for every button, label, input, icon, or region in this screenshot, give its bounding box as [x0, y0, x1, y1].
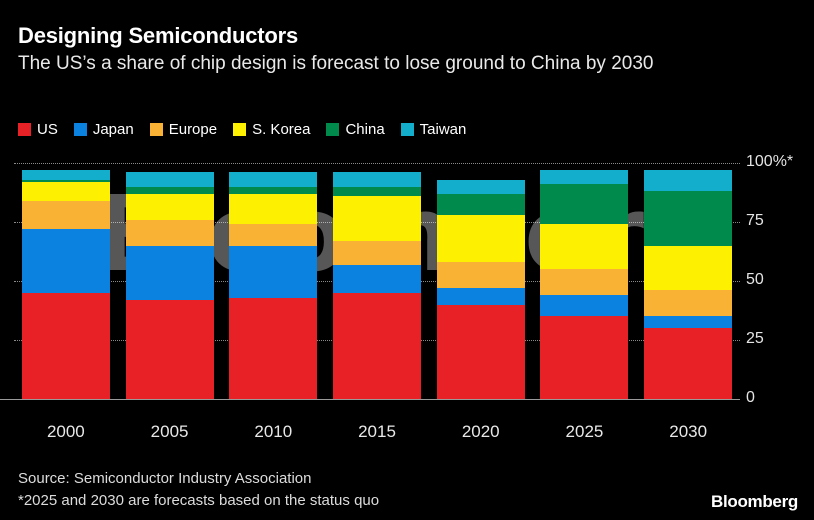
bar-column-2010[interactable] [221, 163, 325, 399]
bar-segment-taiwan-2000 [21, 170, 110, 180]
bar-segment-europe-2020 [436, 262, 525, 289]
bar-segment-japan-2010 [229, 245, 318, 298]
legend-label: Japan [92, 121, 134, 138]
bar-segment-japan-2020 [436, 288, 525, 305]
bar-segment-china-2010 [229, 186, 318, 194]
bar-segment-europe-2005 [125, 219, 214, 246]
y-axis-tick-25: 25 [746, 330, 764, 347]
legend-swatch-icon [326, 123, 340, 136]
bar-segment-china-2025 [540, 184, 629, 225]
legend-swatch-icon [73, 123, 87, 136]
page-subtitle: The US’s a share of chip design is forec… [18, 53, 654, 74]
bar-segment-japan-2005 [125, 245, 214, 300]
bar-segment-s-korea-2010 [229, 193, 318, 225]
y-axis-tick-75: 75 [746, 212, 764, 229]
forecast-note: *2025 and 2030 are forecasts based on th… [18, 491, 380, 509]
legend-item-s-korea[interactable]: S. Korea [233, 121, 310, 138]
x-axis-label-2030: 2030 [669, 422, 708, 441]
legend-item-taiwan[interactable]: Taiwan [400, 121, 467, 138]
bar-segment-us-2000 [21, 292, 110, 399]
source-line: Source: Semiconductor Industry Associati… [18, 470, 312, 487]
legend-item-japan[interactable]: Japan [73, 121, 134, 138]
bar-column-2030[interactable] [636, 163, 740, 399]
bar-stack [229, 172, 318, 399]
bar-segment-s-korea-2015 [332, 196, 421, 241]
y-axis-tick-100: 100%* [746, 153, 794, 170]
legend-label: China [345, 121, 385, 138]
bar-segment-s-korea-2030 [644, 245, 733, 291]
bar-segment-taiwan-2020 [436, 179, 525, 194]
bar-segment-taiwan-2005 [125, 172, 214, 187]
bar-stack [332, 172, 421, 399]
axis-baseline [0, 399, 740, 400]
y-axis-tick-0: 0 [746, 389, 755, 406]
x-axis-labels: 2000 2005 2010 2015 2020 2025 2030 [14, 404, 740, 441]
bar-column-2020[interactable] [429, 163, 533, 399]
x-axis-label-2020: 2020 [461, 422, 500, 441]
bar-segment-japan-2025 [540, 295, 629, 317]
legend-item-europe[interactable]: Europe [149, 121, 218, 138]
bar-stack [125, 172, 214, 399]
bar-segment-us-2020 [436, 304, 525, 399]
bar-stack [21, 170, 110, 399]
bar-segment-europe-2010 [229, 224, 318, 246]
bar-column-2005[interactable] [118, 163, 222, 399]
bar-segment-us-2030 [644, 328, 733, 399]
bar-segment-europe-2015 [332, 240, 421, 265]
legend-swatch-icon [233, 123, 247, 136]
legend-label: US [37, 121, 58, 138]
bar-segment-europe-2000 [21, 200, 110, 230]
bar-segment-china-2000 [21, 179, 110, 182]
bar-column-2025[interactable] [533, 163, 637, 399]
x-axis-label-2015: 2015 [358, 422, 396, 441]
bar-segment-china-2005 [125, 186, 214, 194]
bar-stack [436, 179, 525, 399]
x-axis-label-2025: 2025 [565, 422, 604, 441]
bar-column-2000[interactable] [14, 163, 118, 399]
bar-segment-s-korea-2020 [436, 214, 525, 263]
bar-segment-europe-2030 [644, 290, 733, 317]
legend-label: Europe [168, 121, 218, 138]
bar-segment-us-2015 [332, 292, 421, 399]
y-axis-tick-50: 50 [746, 271, 764, 288]
bar-segment-taiwan-2015 [332, 172, 421, 187]
bloomberg-logo: Bloomberg [710, 492, 798, 511]
bar-segment-taiwan-2030 [644, 170, 733, 192]
legend-item-china[interactable]: China [326, 121, 385, 138]
bar-segment-taiwan-2025 [540, 170, 629, 185]
x-axis-label-2000: 2000 [46, 422, 85, 441]
chart-footnotes: Source: Semiconductor Industry Associati… [18, 468, 379, 512]
bar-segment-japan-2000 [21, 229, 110, 293]
bar-column-2015[interactable] [325, 163, 429, 399]
stacked-bars [14, 163, 740, 399]
bar-stack [644, 170, 733, 399]
bar-segment-s-korea-2005 [125, 193, 214, 220]
bar-segment-japan-2030 [644, 316, 733, 329]
chart-legend: US Japan Europe S. Korea China Taiwan [18, 121, 466, 138]
bar-segment-china-2020 [436, 193, 525, 215]
page-title: Designing Semiconductors [18, 23, 299, 48]
bar-segment-europe-2025 [540, 269, 629, 296]
bar-segment-us-2005 [125, 299, 214, 399]
legend-swatch-icon [18, 123, 31, 136]
bar-stack [540, 170, 629, 399]
legend-swatch-icon [149, 123, 163, 136]
legend-label: S. Korea [252, 121, 311, 138]
bar-segment-taiwan-2010 [229, 172, 318, 187]
bar-segment-us-2010 [229, 297, 318, 399]
legend-swatch-icon [400, 123, 414, 136]
bar-segment-s-korea-2025 [540, 224, 629, 270]
bar-segment-s-korea-2000 [21, 181, 110, 201]
bar-segment-china-2030 [644, 191, 733, 246]
bar-segment-china-2015 [332, 186, 421, 197]
legend-label: Taiwan [419, 121, 467, 138]
bar-segment-us-2025 [540, 316, 629, 399]
x-axis-label-2010: 2010 [254, 422, 293, 441]
legend-item-us[interactable]: US [18, 121, 58, 138]
x-axis-label-2005: 2005 [150, 422, 189, 441]
bar-segment-japan-2015 [332, 264, 421, 293]
